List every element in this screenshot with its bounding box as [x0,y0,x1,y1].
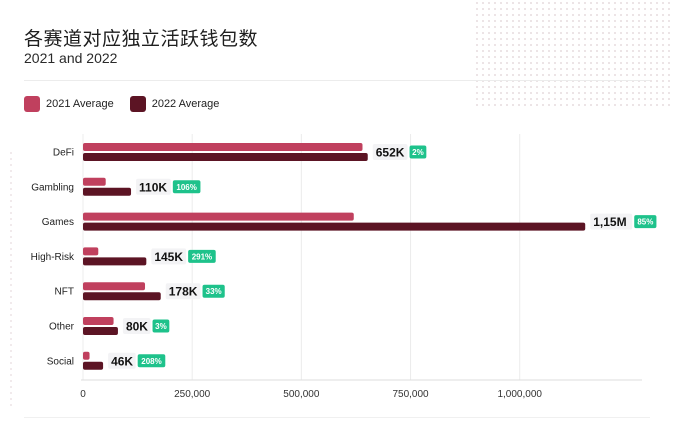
value-label-bg [372,144,408,160]
bar-2021 [83,317,114,325]
change-badge-label: 208% [141,357,161,366]
change-badge [172,180,201,194]
bar-2021 [83,177,106,186]
bar-2022 [83,187,132,196]
change-badge-label: 3% [155,322,167,331]
bar-2022 [83,153,368,161]
y-tick-label: High-Risk [31,252,75,263]
bar-2021 [83,212,354,221]
bar-2022 [83,327,118,335]
chart-legend: 2021 Average 2022 Average [24,96,235,112]
title-divider [24,80,650,81]
data-value-label: 652K [376,146,405,160]
data-value-label: 1,15M [593,215,626,229]
legend-swatch-2021 [24,96,40,112]
change-badge-label: 2% [412,148,424,157]
legend-label-2022: 2022 Average [151,98,220,110]
legend-label-2021: 2021 Average [46,98,114,110]
x-tick-label: 500,000 [283,389,320,400]
change-badge [634,215,657,229]
y-tick-label: Other [49,322,75,333]
bar-2022 [83,292,161,301]
change-badge-label: 106% [176,183,196,192]
y-tick-label: Social [47,356,74,367]
dot-pattern-decoration [474,0,674,110]
bar-2022 [83,361,104,370]
chart-title: 各赛道对应独立活跃钱包数 [24,28,259,50]
data-value-label: 46K [111,354,133,368]
change-badge [137,354,166,368]
x-tick-label: 250,000 [174,389,211,400]
value-label-bg [136,178,171,195]
x-tick-label: 0 [80,389,86,400]
x-tick-label: 1,000,000 [497,389,542,400]
value-label-bg [122,318,151,334]
bar-2022 [83,257,147,266]
data-value-label: 178K [169,285,198,299]
data-value-label: 145K [154,250,183,264]
data-value-label: 80K [126,320,148,334]
value-label-bg [590,213,633,230]
value-label-bg [151,248,187,265]
change-badge [202,284,225,298]
change-badge-label: 33% [206,287,222,296]
bar-2022 [83,222,586,231]
bar-2021 [83,351,90,360]
x-tick-label: 750,000 [392,389,429,400]
bar-2021 [83,282,146,291]
y-tick-label: DeFi [53,148,74,159]
y-tick-label: Games [42,217,74,228]
dot-pattern-decoration-left [8,150,14,410]
legend-item-2021: 2021 Average [24,96,114,112]
change-badge [409,145,427,159]
value-label-bg [165,283,201,300]
y-tick-label: NFT [55,287,74,298]
bar-2021 [83,143,363,151]
y-tick-label: Gambling [31,182,74,193]
data-value-label: 110K [139,180,167,194]
bar-2021 [83,247,99,256]
change-badge [188,249,216,263]
change-badge-label: 85% [637,218,653,227]
change-badge-label: 291% [192,252,212,261]
bottom-divider [24,417,650,418]
legend-item-2022: 2022 Average [129,96,220,112]
chart-subtitle: 2021 and 2022 [24,50,118,66]
value-label-bg [108,352,136,369]
legend-swatch-2022 [129,96,146,112]
change-badge [152,319,170,333]
